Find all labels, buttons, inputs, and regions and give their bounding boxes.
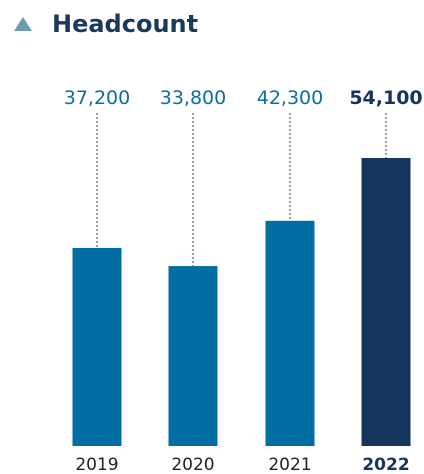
chart-title: Headcount [52,10,199,38]
x-tick-label-2021: 2021 [268,455,311,474]
bar-2020 [168,266,218,446]
value-label-2020: 33,800 [160,87,226,109]
bar-2019 [72,247,122,446]
value-label-2019: 37,200 [64,87,130,109]
bar-2021 [265,220,315,446]
x-tick-label-2019: 2019 [75,455,118,474]
x-tick-label-2020: 2020 [171,455,214,474]
value-label-2021: 42,300 [257,87,323,109]
value-label-2022: 54,100 [349,87,422,109]
bar-2022 [361,158,411,446]
triangle-up-icon [14,17,32,31]
x-tick-label-2022: 2022 [362,455,409,474]
chart-header: Headcount [0,0,424,50]
